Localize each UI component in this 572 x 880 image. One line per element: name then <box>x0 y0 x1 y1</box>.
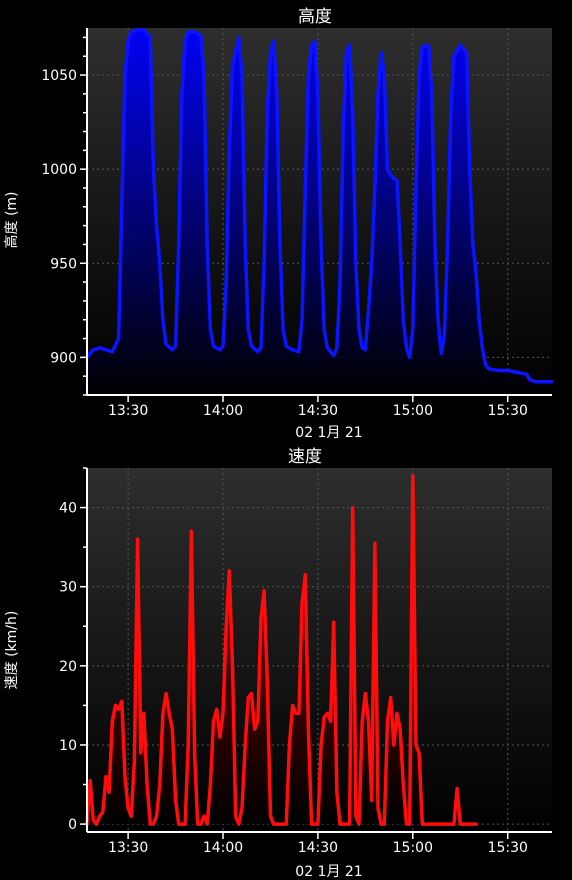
altitude-x-tick-label-1: 14:00 <box>203 403 243 419</box>
altitude-y-tick-label-3: 1050 <box>41 68 77 84</box>
altitude-y-tick-label-1: 950 <box>50 256 77 272</box>
speed-x-tick-label-2: 14:30 <box>298 840 338 856</box>
speed-x-tick-label-4: 15:30 <box>488 840 528 856</box>
speed-x-tick-label-3: 15:00 <box>393 840 433 856</box>
speed-series-line <box>85 474 478 826</box>
speed-y-tick-label-0: 0 <box>68 817 77 833</box>
speed-x-axis-label: 02 1月 21 <box>295 864 362 880</box>
speed-chart: 速度 0 10 20 30 40 13:30 14:00 14:30 15:00 15:30 速度… <box>4 447 552 880</box>
speed-x-tick-label-0: 13:30 <box>108 840 148 856</box>
speed-plot-area: 0 10 20 30 40 13:30 14:00 14:30 15:00 15:30 <box>59 467 552 856</box>
altitude-x-tick-label-0: 13:30 <box>108 403 148 419</box>
altitude-series-line <box>85 28 554 384</box>
altitude-chart-title: 高度 <box>298 7 332 27</box>
altitude-y-tick-label-2: 1000 <box>41 162 77 178</box>
speed-x-tick-label-1: 14:00 <box>203 840 243 856</box>
altitude-y-axis-label: 高度 (m) <box>3 191 20 248</box>
speed-y-tick-label-4: 40 <box>59 501 77 517</box>
speed-y-tick-label-3: 30 <box>59 580 77 596</box>
altitude-x-tick-label-4: 15:30 <box>488 403 528 419</box>
altitude-chart: 高度 900 950 1000 1050 13:30 14:00 14:30 15:00 15:… <box>3 7 554 441</box>
altitude-x-axis-label: 02 1月 21 <box>295 425 362 441</box>
altitude-x-tick-label-2: 14:30 <box>298 403 338 419</box>
altitude-x-tick-label-3: 15:00 <box>393 403 433 419</box>
altitude-plot-area: 900 950 1000 1050 13:30 14:00 14:30 15:00 15:30 <box>41 28 554 419</box>
altitude-y-tick-label-0: 900 <box>50 350 77 366</box>
speed-y-tick-label-1: 10 <box>59 738 77 754</box>
speed-y-axis-label: 速度 (km/h) <box>4 611 20 690</box>
speed-y-tick-label-2: 20 <box>59 659 77 675</box>
speed-chart-title: 速度 <box>288 447 322 467</box>
